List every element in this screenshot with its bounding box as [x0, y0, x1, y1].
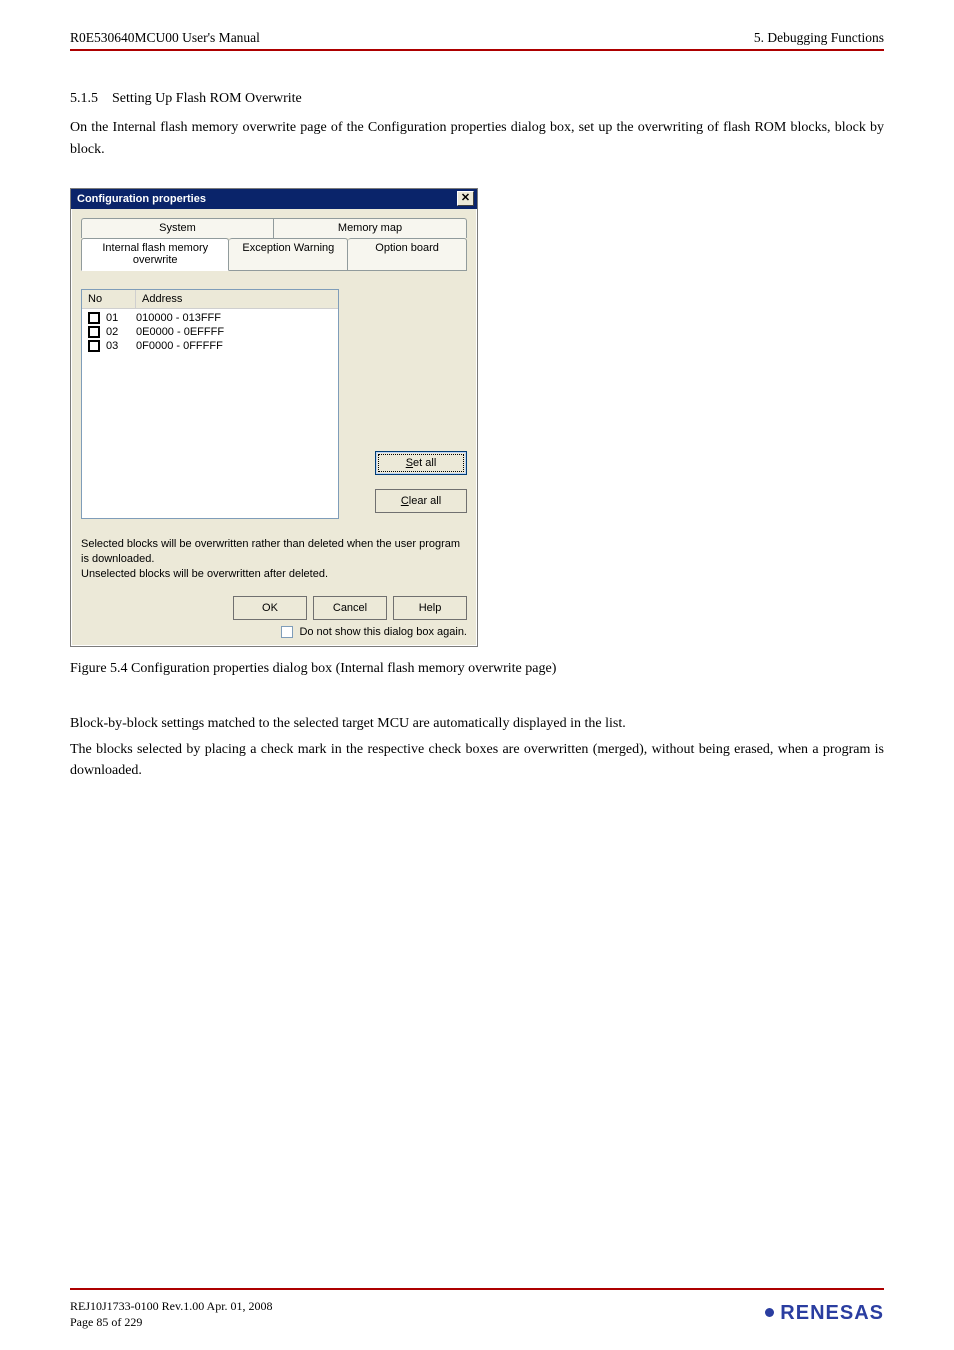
header-rule — [70, 49, 884, 51]
set-all-rest: et all — [413, 457, 436, 469]
section-title: Setting Up Flash ROM Overwrite — [112, 91, 302, 106]
do-not-show-label: Do not show this dialog box again. — [299, 626, 467, 638]
tab-system[interactable]: System — [81, 218, 274, 238]
checkbox-icon[interactable] — [88, 326, 100, 338]
list-item[interactable]: 01 010000 - 013FFF — [82, 311, 338, 325]
col-address: Address — [136, 290, 338, 308]
row-no: 01 — [106, 312, 136, 324]
block-list: No Address 01 010000 - 013FFF 02 0E0000 … — [81, 289, 339, 519]
close-icon[interactable]: ✕ — [457, 191, 474, 206]
renesas-logo-text: RENESAS — [780, 1302, 884, 1325]
intro-paragraph: On the Internal flash memory overwrite p… — [70, 117, 884, 160]
footer-line-2: Page 85 of 229 — [70, 1314, 273, 1330]
footer-line-1: REJ10J1733-0100 Rev.1.00 Apr. 01, 2008 — [70, 1298, 273, 1314]
help-button[interactable]: Help — [393, 596, 467, 620]
row-addr: 0F0000 - 0FFFFF — [136, 340, 223, 352]
tab-memory-map[interactable]: Memory map — [274, 218, 467, 238]
list-item[interactable]: 03 0F0000 - 0FFFFF — [82, 339, 338, 353]
clear-all-mnemonic: C — [401, 495, 409, 507]
checkbox-icon[interactable] — [88, 312, 100, 324]
row-no: 02 — [106, 326, 136, 338]
renesas-logo: RENESAS — [765, 1302, 884, 1325]
checkbox-icon[interactable] — [88, 340, 100, 352]
footer-rule — [70, 1288, 884, 1290]
section-heading: 5.1.5 Setting Up Flash ROM Overwrite — [70, 91, 884, 107]
tab-exception-warning[interactable]: Exception Warning — [229, 238, 348, 271]
configuration-properties-dialog: Configuration properties ✕ System Memory… — [70, 188, 478, 647]
set-all-mnemonic: S — [406, 457, 413, 469]
clear-all-button[interactable]: Clear all — [375, 489, 467, 513]
row-addr: 010000 - 013FFF — [136, 312, 221, 324]
info-line-2: Unselected blocks will be overwritten af… — [81, 567, 467, 582]
row-no: 03 — [106, 340, 136, 352]
col-no: No — [82, 290, 136, 308]
cancel-button[interactable]: Cancel — [313, 596, 387, 620]
block-list-header: No Address — [82, 290, 338, 309]
body-paragraph-3: The blocks selected by placing a check m… — [70, 739, 884, 782]
set-all-button[interactable]: Set all — [375, 451, 467, 475]
header-right: 5. Debugging Functions — [754, 30, 884, 46]
list-item[interactable]: 02 0E0000 - 0EFFFF — [82, 325, 338, 339]
ok-button[interactable]: OK — [233, 596, 307, 620]
footer-left: REJ10J1733-0100 Rev.1.00 Apr. 01, 2008 P… — [70, 1298, 273, 1330]
dialog-titlebar: Configuration properties ✕ — [71, 189, 477, 209]
clear-all-rest: lear all — [409, 495, 441, 507]
tab-strip: System Memory map Internal flash memory … — [81, 218, 467, 271]
tab-internal-flash-overwrite[interactable]: Internal flash memory overwrite — [81, 238, 229, 271]
figure-caption: Figure 5.4 Configuration properties dial… — [70, 661, 884, 677]
tab-option-board[interactable]: Option board — [348, 238, 467, 271]
header-left: R0E530640MCU00 User's Manual — [70, 30, 260, 46]
section-number: 5.1.5 — [70, 91, 98, 106]
dialog-title: Configuration properties — [77, 193, 206, 205]
dialog-info-text: Selected blocks will be overwritten rath… — [81, 537, 467, 582]
body-paragraph-2: Block-by-block settings matched to the s… — [70, 713, 884, 735]
renesas-dot-icon — [765, 1308, 774, 1317]
do-not-show-checkbox[interactable] — [281, 626, 293, 638]
info-line-1: Selected blocks will be overwritten rath… — [81, 537, 467, 567]
row-addr: 0E0000 - 0EFFFF — [136, 326, 224, 338]
